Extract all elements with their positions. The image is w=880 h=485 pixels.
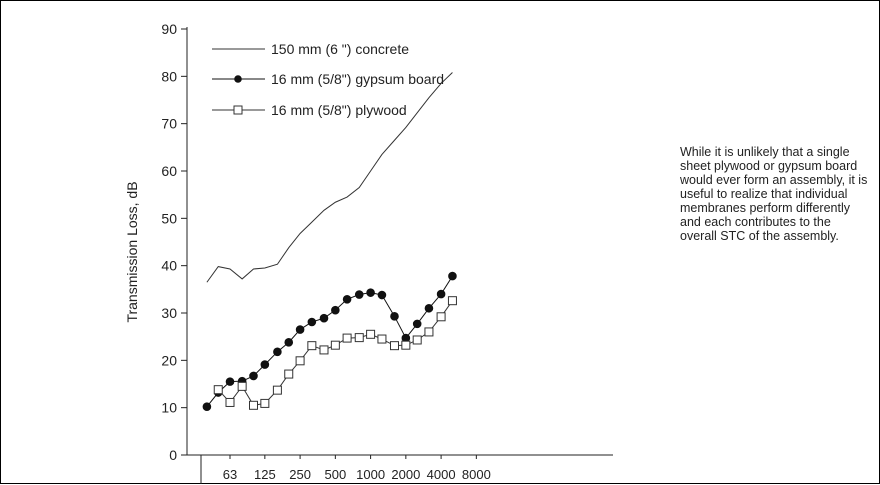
data-point-plywood bbox=[366, 329, 376, 339]
data-point-plywood bbox=[272, 385, 282, 395]
data-point-plywood bbox=[354, 333, 364, 343]
x-tick-label: 8000 bbox=[462, 467, 491, 482]
data-point-gypsum bbox=[331, 305, 340, 315]
y-tick-label: 10 bbox=[161, 400, 177, 416]
data-point-plywood bbox=[248, 400, 258, 410]
data-point-gypsum bbox=[273, 347, 282, 357]
data-point-plywood bbox=[412, 335, 422, 345]
series-line-2 bbox=[217, 300, 453, 406]
y-axis-label: Transmission Loss, dB bbox=[124, 181, 140, 322]
data-point-gypsum bbox=[260, 360, 270, 369]
y-tick-label: 50 bbox=[161, 210, 177, 226]
data-point-plywood bbox=[295, 356, 305, 366]
data-point-gypsum bbox=[424, 303, 434, 313]
data-point-plywood bbox=[401, 340, 411, 350]
data-point-plywood bbox=[260, 398, 270, 408]
y-tick-label: 30 bbox=[161, 305, 177, 321]
y-tick-label: 60 bbox=[161, 163, 177, 179]
x-tick-label: 250 bbox=[289, 467, 311, 482]
x-tick-label: 4000 bbox=[427, 467, 456, 482]
data-point-plywood bbox=[225, 397, 235, 407]
data-point-plywood bbox=[237, 381, 247, 391]
data-point-gypsum bbox=[295, 325, 305, 334]
data-point-plywood bbox=[319, 345, 329, 355]
legend-marker-gypsum bbox=[234, 75, 242, 83]
data-point-plywood bbox=[436, 312, 446, 322]
y-tick-label: 70 bbox=[161, 116, 177, 132]
data-point-gypsum bbox=[390, 312, 399, 321]
data-point-gypsum bbox=[225, 377, 235, 386]
data-point-plywood bbox=[330, 340, 340, 350]
x-tick-label: 2000 bbox=[391, 467, 420, 482]
legend-label: 16 mm (5/8") plywood bbox=[271, 102, 407, 118]
x-tick-label: 125 bbox=[254, 467, 276, 482]
data-point-gypsum bbox=[354, 290, 364, 299]
y-tick-label: 80 bbox=[161, 68, 177, 84]
data-point-plywood bbox=[342, 333, 352, 343]
data-point-gypsum bbox=[412, 319, 422, 329]
data-point-gypsum bbox=[249, 371, 258, 381]
data-point-plywood bbox=[389, 341, 399, 351]
legend-label: 150 mm (6 ") concrete bbox=[271, 41, 409, 57]
y-tick-label: 40 bbox=[161, 258, 177, 274]
data-point-gypsum bbox=[366, 288, 375, 297]
data-point-gypsum bbox=[448, 271, 457, 281]
data-point-plywood bbox=[307, 341, 317, 351]
data-point-gypsum bbox=[202, 402, 212, 412]
data-point-gypsum bbox=[284, 338, 294, 347]
data-point-gypsum bbox=[307, 317, 317, 327]
series-line-1 bbox=[206, 275, 453, 408]
data-point-plywood bbox=[377, 334, 387, 344]
legend-marker-plywood bbox=[233, 105, 243, 115]
data-point-gypsum bbox=[319, 313, 329, 323]
data-point-plywood bbox=[424, 327, 434, 337]
data-point-gypsum bbox=[377, 290, 387, 300]
data-point-plywood bbox=[447, 296, 457, 306]
x-tick-label: 500 bbox=[324, 467, 346, 482]
data-point-plywood bbox=[213, 385, 223, 395]
x-tick-label: 63 bbox=[223, 467, 237, 482]
x-tick-label: 1000 bbox=[356, 467, 385, 482]
data-point-plywood bbox=[284, 369, 294, 379]
series-line-0 bbox=[206, 72, 453, 283]
annotation-text: While it is unlikely that a single sheet… bbox=[680, 145, 868, 243]
y-tick-label: 90 bbox=[161, 21, 177, 37]
legend-label: 16 mm (5/8") gypsum board bbox=[271, 71, 444, 87]
data-point-gypsum bbox=[436, 289, 446, 299]
data-point-gypsum bbox=[342, 294, 352, 304]
y-tick-label: 0 bbox=[169, 447, 177, 463]
y-tick-label: 20 bbox=[161, 352, 177, 368]
